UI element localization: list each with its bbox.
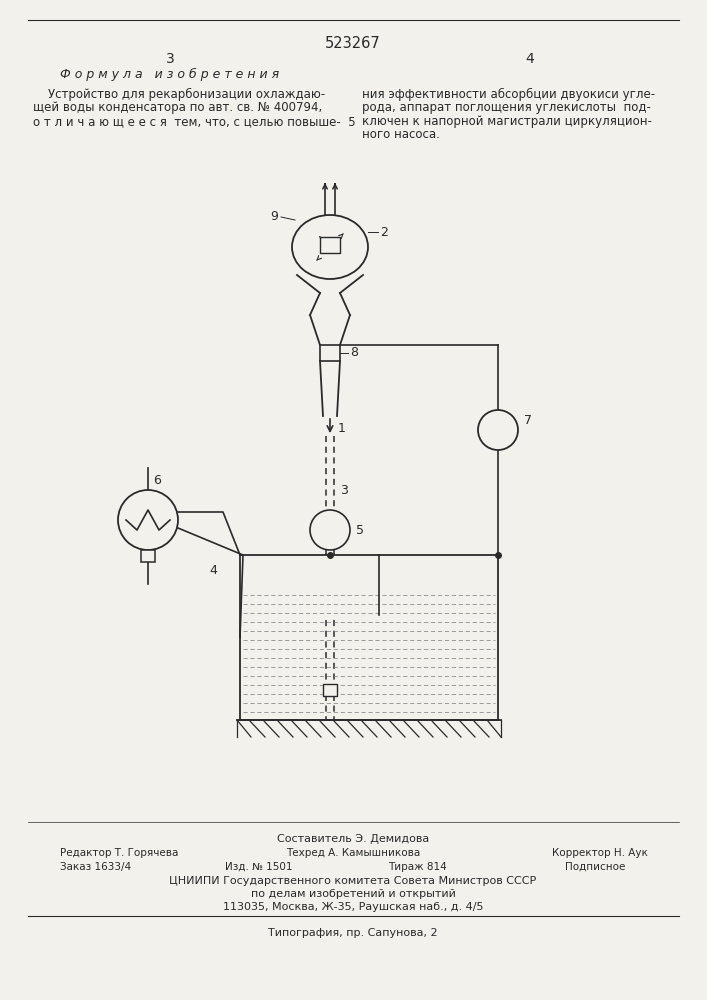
Text: Техред А. Камышникова: Техред А. Камышникова — [286, 848, 420, 858]
Circle shape — [118, 490, 178, 550]
Text: Устройство для рекарбонизации охлаждаю-: Устройство для рекарбонизации охлаждаю- — [33, 88, 325, 101]
Text: Редактор Т. Горячева: Редактор Т. Горячева — [60, 848, 178, 858]
Circle shape — [478, 410, 518, 450]
Text: рода, аппарат поглощения углекислоты  под-: рода, аппарат поглощения углекислоты под… — [362, 102, 651, 114]
Bar — [141, 550, 155, 562]
Text: по делам изобретений и открытий: по делам изобретений и открытий — [250, 889, 455, 899]
Text: 8: 8 — [350, 347, 358, 360]
Text: 113035, Москва, Ж-35, Раушская наб., д. 4/5: 113035, Москва, Ж-35, Раушская наб., д. … — [223, 902, 484, 912]
Text: Заказ 1633/4: Заказ 1633/4 — [60, 862, 131, 872]
Bar — [320, 237, 340, 253]
Text: Изд. № 1501: Изд. № 1501 — [225, 862, 293, 872]
Text: 7: 7 — [524, 414, 532, 426]
Text: 523267: 523267 — [325, 36, 381, 51]
Text: Составитель Э. Демидова: Составитель Э. Демидова — [277, 834, 429, 844]
Text: Подписное: Подписное — [565, 862, 626, 872]
Text: 6: 6 — [153, 474, 161, 487]
Text: ного насоса.: ного насоса. — [362, 128, 440, 141]
Text: 3: 3 — [165, 52, 175, 66]
Text: ЦНИИПИ Государственного комитета Совета Министров СССР: ЦНИИПИ Государственного комитета Совета … — [170, 876, 537, 886]
Text: 4: 4 — [525, 52, 534, 66]
Text: 5: 5 — [356, 524, 364, 536]
Text: Типография, пр. Сапунова, 2: Типография, пр. Сапунова, 2 — [268, 928, 438, 938]
Text: ния эффективности абсорбции двуокиси угле-: ния эффективности абсорбции двуокиси угл… — [362, 88, 655, 101]
Ellipse shape — [292, 215, 368, 279]
Bar — [323, 684, 337, 696]
Text: Тираж 814: Тираж 814 — [388, 862, 447, 872]
Text: 3: 3 — [340, 484, 348, 496]
Circle shape — [310, 510, 350, 550]
Text: щей воды конденсатора по авт. св. № 400794,: щей воды конденсатора по авт. св. № 4007… — [33, 102, 322, 114]
Bar — [320, 345, 340, 361]
Text: 2: 2 — [380, 226, 388, 238]
Text: 9: 9 — [270, 211, 278, 224]
Bar — [240, 555, 498, 720]
Text: ключен к напорной магистрали циркуляцион-: ключен к напорной магистрали циркуляцион… — [362, 115, 652, 128]
Text: 1: 1 — [338, 422, 346, 434]
Text: о т л и ч а ю щ е е с я  тем, что, с целью повыше-  5: о т л и ч а ю щ е е с я тем, что, с цель… — [33, 115, 356, 128]
Text: Ф о р м у л а   и з о б р е т е н и я: Ф о р м у л а и з о б р е т е н и я — [60, 68, 279, 81]
Text: Корректор Н. Аук: Корректор Н. Аук — [552, 848, 648, 858]
Text: 4: 4 — [209, 564, 217, 576]
